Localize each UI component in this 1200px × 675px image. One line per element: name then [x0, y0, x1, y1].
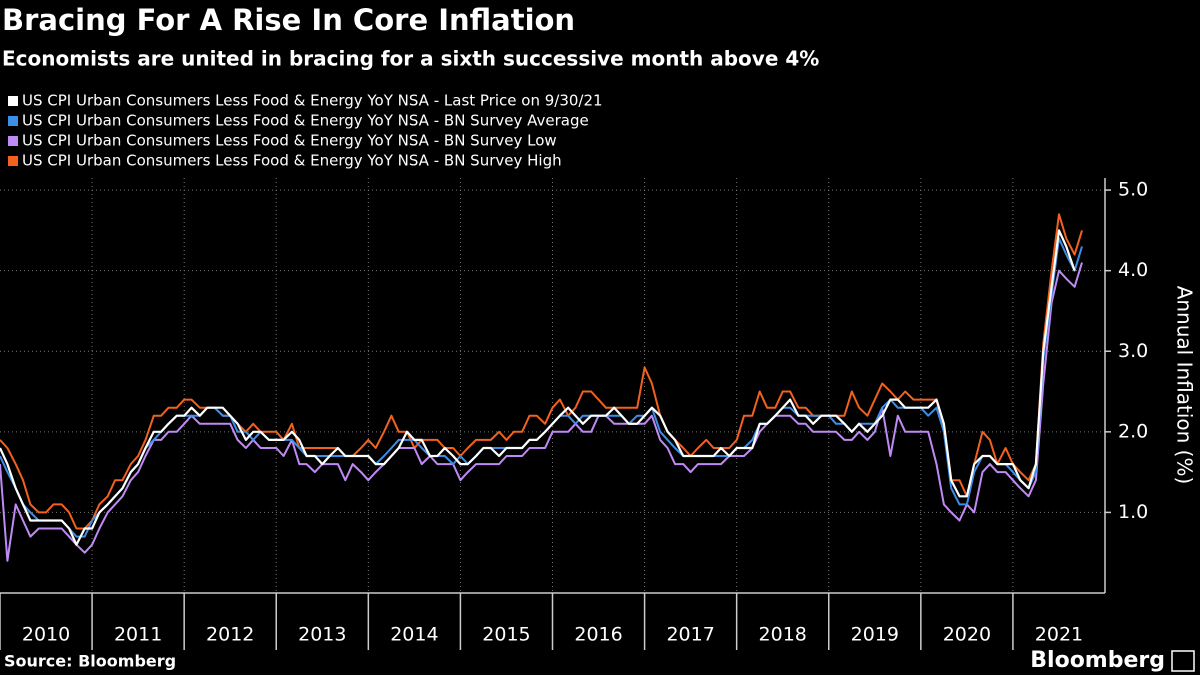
brand-logo: Bloomberg	[1030, 648, 1165, 673]
brand-icon	[1171, 650, 1195, 672]
x-tick-label: 2016	[574, 624, 622, 646]
x-tick-label: 2012	[206, 624, 254, 646]
x-tick-label: 2020	[943, 624, 991, 646]
series-line	[0, 213, 1083, 530]
y-tick-label: 3.0	[1118, 340, 1148, 362]
x-tick-label: 2013	[298, 624, 346, 646]
chart-title: Bracing For A Rise In Core Inflation	[2, 3, 575, 37]
x-tick-label: 2014	[390, 624, 438, 646]
legend-label: US CPI Urban Consumers Less Food & Energ…	[22, 92, 603, 110]
x-tick-label: 2010	[22, 624, 70, 646]
legend-swatch	[8, 96, 18, 106]
series-line	[0, 237, 1083, 538]
legend-swatch	[8, 156, 18, 166]
x-tick-label: 2019	[851, 624, 899, 646]
y-tick-label: 5.0	[1118, 179, 1148, 201]
source: Source: Bloomberg	[4, 652, 176, 671]
series-line	[0, 262, 1083, 562]
x-tick-label: 2021	[1035, 624, 1083, 646]
legend-label: US CPI Urban Consumers Less Food & Energ…	[22, 112, 589, 130]
chart-subtitle: Economists are united in bracing for a s…	[2, 47, 819, 71]
x-tick-label: 2018	[759, 624, 807, 646]
x-tick-label: 2017	[666, 624, 714, 646]
y-axis-label: Annual Inflation (%)	[1173, 286, 1197, 485]
x-tick-label: 2015	[482, 624, 530, 646]
y-tick-label: 4.0	[1118, 259, 1148, 281]
x-tick-label: 2011	[114, 624, 162, 646]
legend-label: US CPI Urban Consumers Less Food & Energ…	[22, 152, 562, 170]
y-tick-label: 1.0	[1118, 501, 1148, 523]
legend-swatch	[8, 116, 18, 126]
legend-swatch	[8, 136, 18, 146]
legend-label: US CPI Urban Consumers Less Food & Energ…	[22, 132, 557, 150]
y-tick-label: 2.0	[1118, 420, 1148, 442]
series-line	[0, 229, 1076, 546]
